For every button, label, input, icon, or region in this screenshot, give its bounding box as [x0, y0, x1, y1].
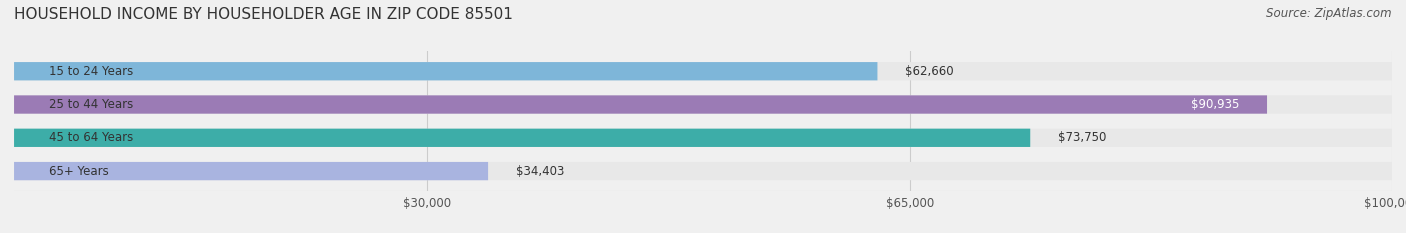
FancyBboxPatch shape — [14, 95, 1392, 114]
Text: $73,750: $73,750 — [1057, 131, 1107, 144]
Text: $90,935: $90,935 — [1191, 98, 1240, 111]
FancyBboxPatch shape — [14, 129, 1031, 147]
Text: $34,403: $34,403 — [516, 164, 564, 178]
FancyBboxPatch shape — [14, 129, 1392, 147]
Text: $62,660: $62,660 — [905, 65, 953, 78]
Text: 45 to 64 Years: 45 to 64 Years — [48, 131, 132, 144]
Text: Source: ZipAtlas.com: Source: ZipAtlas.com — [1267, 7, 1392, 20]
FancyBboxPatch shape — [14, 162, 1392, 180]
FancyBboxPatch shape — [14, 62, 1392, 80]
Text: 15 to 24 Years: 15 to 24 Years — [48, 65, 132, 78]
FancyBboxPatch shape — [14, 162, 488, 180]
Text: 65+ Years: 65+ Years — [48, 164, 108, 178]
Text: HOUSEHOLD INCOME BY HOUSEHOLDER AGE IN ZIP CODE 85501: HOUSEHOLD INCOME BY HOUSEHOLDER AGE IN Z… — [14, 7, 513, 22]
Text: 25 to 44 Years: 25 to 44 Years — [48, 98, 132, 111]
FancyBboxPatch shape — [14, 95, 1267, 114]
FancyBboxPatch shape — [14, 62, 877, 80]
